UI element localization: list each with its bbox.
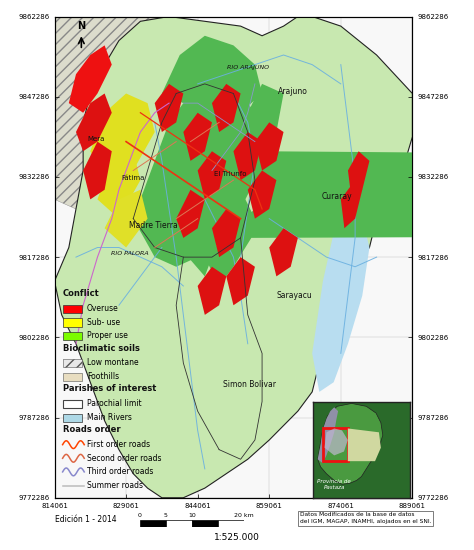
- Polygon shape: [133, 84, 262, 267]
- Text: Fátima: Fátima: [121, 175, 145, 181]
- Bar: [63, 400, 82, 408]
- Text: Parishes of interest: Parishes of interest: [63, 384, 156, 393]
- Polygon shape: [348, 428, 381, 461]
- Bar: [63, 414, 82, 422]
- Text: El Triunfo: El Triunfo: [214, 172, 246, 177]
- Text: 0: 0: [138, 513, 142, 518]
- Polygon shape: [183, 161, 226, 218]
- Text: Arajuno: Arajuno: [278, 86, 308, 96]
- Text: Curaray: Curaray: [322, 192, 353, 201]
- Polygon shape: [241, 132, 276, 190]
- Polygon shape: [325, 428, 348, 455]
- Polygon shape: [248, 84, 283, 141]
- Text: First order roads: First order roads: [87, 440, 150, 449]
- Polygon shape: [191, 113, 234, 170]
- Bar: [63, 332, 82, 340]
- Polygon shape: [312, 209, 369, 392]
- Text: Datos Modificados de la base de datos
del IGM, MAGAP, INAMHI, alojados en el SNI: Datos Modificados de la base de datos de…: [300, 512, 431, 524]
- Polygon shape: [212, 84, 241, 132]
- Text: RIO PALORA: RIO PALORA: [111, 251, 148, 256]
- Bar: [192, 520, 218, 527]
- Text: Foothills: Foothills: [87, 372, 119, 381]
- Bar: [218, 520, 244, 527]
- Polygon shape: [341, 180, 362, 228]
- Text: Proper use: Proper use: [87, 331, 128, 340]
- Polygon shape: [269, 228, 298, 276]
- Polygon shape: [212, 209, 241, 257]
- Polygon shape: [348, 151, 369, 200]
- Text: Simon Bolivar: Simon Bolivar: [223, 380, 276, 389]
- Polygon shape: [91, 94, 155, 190]
- Polygon shape: [176, 190, 205, 238]
- Text: Third order roads: Third order roads: [87, 468, 153, 476]
- Bar: [140, 520, 166, 527]
- Text: Parochial limit: Parochial limit: [87, 399, 142, 408]
- Polygon shape: [183, 113, 212, 161]
- Text: Summer roads: Summer roads: [87, 481, 143, 490]
- Text: Second order roads: Second order roads: [87, 454, 162, 463]
- Text: Provincia de
Pastaza: Provincia de Pastaza: [317, 479, 351, 490]
- Polygon shape: [55, 16, 169, 209]
- Polygon shape: [55, 16, 412, 498]
- Polygon shape: [76, 41, 183, 276]
- Bar: [63, 318, 82, 327]
- Polygon shape: [255, 123, 283, 170]
- Polygon shape: [318, 404, 383, 485]
- Polygon shape: [162, 36, 262, 113]
- Text: Conflict: Conflict: [63, 289, 100, 298]
- Text: 10: 10: [188, 513, 196, 518]
- Text: 5: 5: [164, 513, 168, 518]
- Polygon shape: [219, 190, 255, 248]
- Polygon shape: [234, 132, 262, 180]
- Text: 20 km: 20 km: [234, 513, 254, 518]
- Polygon shape: [205, 151, 474, 286]
- Polygon shape: [226, 257, 255, 305]
- Polygon shape: [198, 151, 226, 200]
- Bar: [63, 359, 82, 367]
- Text: Edición 1 - 2014: Edición 1 - 2014: [55, 515, 116, 524]
- Bar: [63, 373, 82, 381]
- Polygon shape: [180, 218, 219, 276]
- Text: 1:525.000: 1:525.000: [214, 534, 260, 542]
- Polygon shape: [69, 46, 112, 113]
- Polygon shape: [155, 84, 183, 132]
- Text: N: N: [77, 21, 85, 31]
- Polygon shape: [76, 94, 112, 151]
- Polygon shape: [248, 170, 276, 218]
- Text: RIO ARAJUNO: RIO ARAJUNO: [227, 64, 269, 69]
- Bar: [166, 520, 192, 527]
- Text: Sarayacu: Sarayacu: [276, 291, 312, 300]
- Polygon shape: [198, 267, 226, 315]
- Text: Sub- use: Sub- use: [87, 318, 120, 327]
- Polygon shape: [318, 407, 338, 463]
- Polygon shape: [98, 151, 140, 218]
- Text: Mera: Mera: [87, 136, 104, 142]
- Text: Madre Tierra: Madre Tierra: [128, 221, 177, 230]
- Polygon shape: [83, 141, 112, 200]
- Text: Roads order: Roads order: [63, 425, 120, 435]
- Text: Main Rivers: Main Rivers: [87, 413, 132, 422]
- Text: Bioclimatic soils: Bioclimatic soils: [63, 344, 139, 353]
- Polygon shape: [105, 190, 147, 248]
- Text: Overuse: Overuse: [87, 304, 118, 313]
- Bar: [63, 305, 82, 313]
- Text: Low montane: Low montane: [87, 359, 138, 367]
